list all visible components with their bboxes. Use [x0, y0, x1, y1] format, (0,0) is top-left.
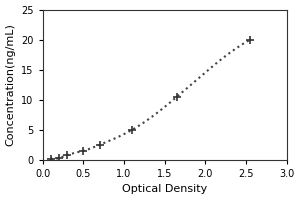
Y-axis label: Concentration(ng/mL): Concentration(ng/mL) — [6, 23, 16, 146]
X-axis label: Optical Density: Optical Density — [122, 184, 207, 194]
